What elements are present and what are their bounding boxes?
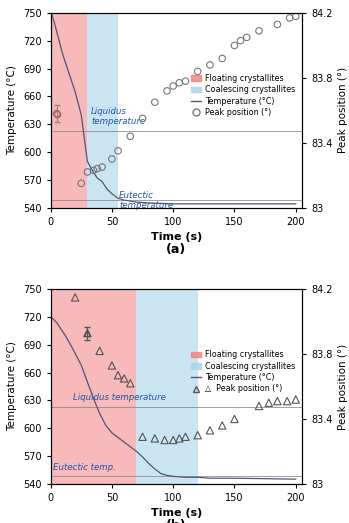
Point — [109, 361, 115, 370]
Bar — [51, 289, 136, 484]
Point — [162, 436, 168, 444]
Point — [195, 67, 200, 76]
Point — [256, 27, 262, 35]
Point — [127, 379, 133, 388]
Point — [140, 114, 145, 122]
Bar — [87, 13, 118, 208]
Point — [275, 20, 280, 29]
Point — [99, 163, 105, 171]
Legend: Floating crystallites, Coalescing crystallites, Temperature (°C), Peak position : Floating crystallites, Coalescing crysta… — [189, 72, 298, 120]
Y-axis label: Temperature (°C): Temperature (°C) — [7, 65, 17, 155]
Point — [177, 78, 182, 87]
Point — [183, 433, 188, 441]
Point — [152, 434, 158, 442]
Point — [293, 395, 298, 404]
Point — [177, 434, 182, 442]
Point — [109, 155, 115, 163]
Point — [232, 41, 237, 50]
Text: Eutectic temp.: Eutectic temp. — [53, 463, 116, 472]
Point — [84, 329, 90, 337]
Point — [232, 415, 237, 423]
Y-axis label: Temperature (°C): Temperature (°C) — [7, 342, 17, 431]
Text: (b): (b) — [166, 519, 187, 523]
Text: Liquidus temperature: Liquidus temperature — [73, 393, 165, 402]
Point — [293, 12, 298, 20]
Y-axis label: Peak position (°): Peak position (°) — [338, 67, 348, 153]
Point — [238, 37, 243, 45]
Point — [183, 77, 188, 85]
Point — [152, 98, 158, 106]
Point — [121, 374, 127, 383]
Point — [91, 166, 96, 175]
Point — [284, 397, 290, 405]
Point — [140, 433, 145, 441]
Text: (a): (a) — [166, 243, 186, 256]
Point — [170, 82, 176, 90]
Point — [115, 371, 121, 379]
Point — [244, 33, 250, 41]
Point — [54, 109, 60, 118]
Point — [97, 347, 102, 355]
X-axis label: Time (s): Time (s) — [151, 508, 202, 518]
Y-axis label: Peak position (°): Peak position (°) — [338, 344, 348, 429]
Bar — [51, 13, 87, 208]
Point — [220, 421, 225, 429]
Point — [79, 179, 84, 187]
Point — [127, 132, 133, 141]
Point — [164, 87, 170, 95]
Point — [266, 399, 272, 407]
Point — [94, 165, 100, 173]
Point — [195, 431, 200, 439]
Point — [84, 168, 90, 176]
Text: Eutectic
temperature: Eutectic temperature — [119, 191, 173, 210]
Bar — [136, 289, 198, 484]
Point — [275, 397, 280, 405]
Point — [207, 426, 213, 435]
Point — [287, 14, 292, 22]
Point — [207, 61, 213, 69]
Point — [256, 402, 262, 410]
Point — [220, 54, 225, 63]
Point — [72, 293, 78, 302]
X-axis label: Time (s): Time (s) — [151, 232, 202, 242]
Point — [115, 146, 121, 155]
Point — [170, 436, 176, 444]
Legend: Floating crystallites, Coalescing crystallites, Temperature (°C), △  Peak positi: Floating crystallites, Coalescing crysta… — [189, 348, 298, 396]
Text: Liquidus
temperature: Liquidus temperature — [91, 107, 145, 126]
